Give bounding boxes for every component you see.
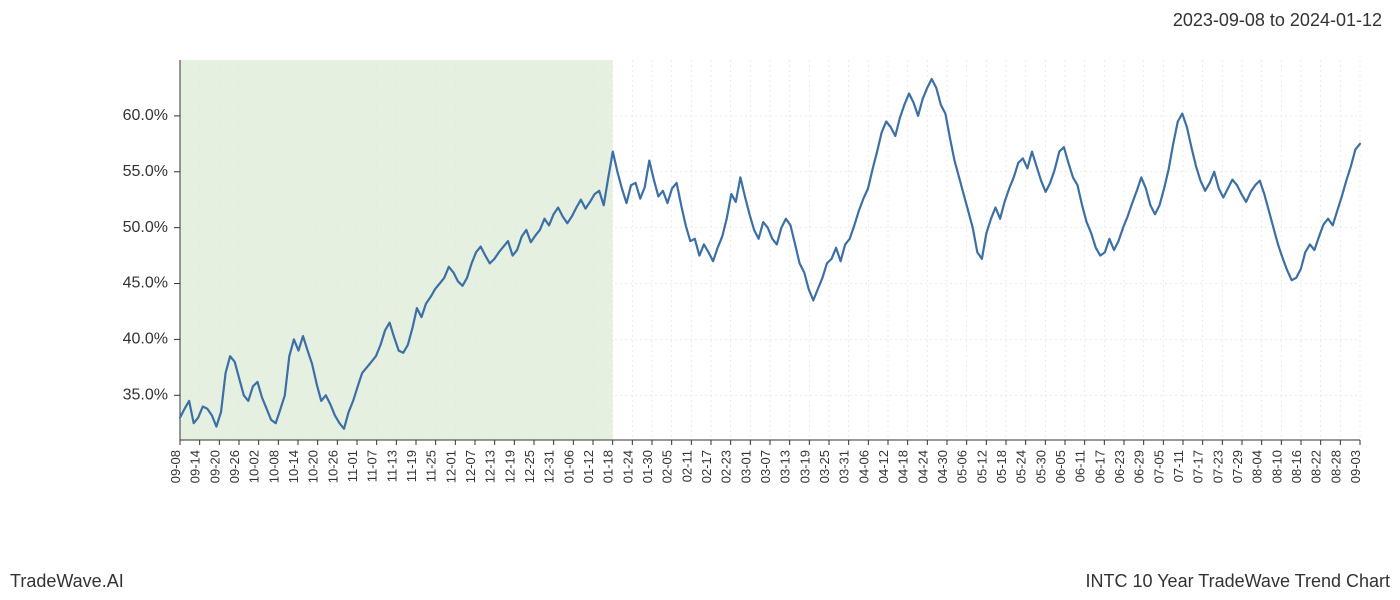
svg-text:55.0%: 55.0% [123,163,168,180]
svg-text:10-14: 10-14 [286,450,301,483]
svg-text:01-24: 01-24 [620,450,635,483]
svg-text:02-23: 02-23 [719,450,734,483]
svg-text:04-24: 04-24 [915,450,930,483]
svg-text:10-02: 10-02 [247,450,262,483]
svg-text:05-30: 05-30 [1033,450,1048,483]
svg-text:06-05: 06-05 [1053,450,1068,483]
svg-text:08-04: 08-04 [1250,450,1265,483]
svg-text:02-17: 02-17 [699,450,714,483]
svg-text:01-18: 01-18 [601,450,616,483]
svg-text:07-11: 07-11 [1171,450,1186,482]
svg-text:04-18: 04-18 [896,450,911,483]
svg-text:09-14: 09-14 [188,450,203,483]
svg-text:05-18: 05-18 [994,450,1009,483]
svg-text:09-20: 09-20 [207,450,222,483]
svg-text:10-26: 10-26 [325,450,340,483]
svg-text:03-25: 03-25 [817,450,832,483]
svg-text:06-17: 06-17 [1092,450,1107,483]
svg-text:12-25: 12-25 [522,450,537,483]
svg-text:50.0%: 50.0% [123,219,168,236]
svg-text:07-05: 07-05 [1151,450,1166,483]
svg-text:10-20: 10-20 [306,450,321,483]
svg-text:06-29: 06-29 [1132,450,1147,483]
svg-text:08-28: 08-28 [1328,450,1343,483]
trend-chart: 35.0% 40.0% 45.0% 50.0% 55.0% 60.0% 09-08 09-14… [0,40,1400,560]
date-range-label: 2023-09-08 to 2024-01-12 [1173,10,1382,31]
svg-text:07-29: 07-29 [1230,450,1245,483]
svg-text:12-31: 12-31 [542,450,557,483]
svg-text:05-24: 05-24 [1014,450,1029,483]
svg-text:03-13: 03-13 [778,450,793,483]
svg-text:40.0%: 40.0% [123,331,168,348]
svg-text:02-05: 02-05 [660,450,675,483]
svg-text:01-06: 01-06 [561,450,576,483]
svg-text:08-16: 08-16 [1289,450,1304,483]
svg-text:10-08: 10-08 [266,450,281,483]
svg-text:01-30: 01-30 [640,450,655,483]
svg-text:06-11: 06-11 [1073,450,1088,482]
svg-text:05-06: 05-06 [955,450,970,483]
svg-text:12-07: 12-07 [463,450,478,483]
svg-text:12-01: 12-01 [443,450,458,483]
svg-text:08-10: 08-10 [1269,450,1284,483]
svg-text:07-23: 07-23 [1210,450,1225,483]
svg-text:35.0%: 35.0% [123,387,168,404]
svg-text:04-30: 04-30 [935,450,950,483]
svg-text:11-07: 11-07 [365,450,380,482]
svg-text:09-08: 09-08 [168,450,183,483]
svg-text:04-06: 04-06 [856,450,871,483]
svg-text:11-19: 11-19 [404,450,419,482]
svg-text:04-12: 04-12 [876,450,891,483]
svg-text:03-31: 03-31 [837,450,852,483]
svg-text:03-19: 03-19 [797,450,812,483]
svg-text:03-01: 03-01 [738,450,753,483]
svg-text:03-07: 03-07 [758,450,773,483]
svg-text:12-19: 12-19 [502,450,517,483]
svg-text:06-23: 06-23 [1112,450,1127,483]
svg-text:01-12: 01-12 [581,450,596,483]
svg-text:02-11: 02-11 [679,450,694,482]
svg-text:09-26: 09-26 [227,450,242,483]
svg-text:45.0%: 45.0% [123,275,168,292]
svg-text:11-25: 11-25 [424,450,439,482]
chart-title: INTC 10 Year TradeWave Trend Chart [1086,571,1390,592]
svg-text:05-12: 05-12 [974,450,989,483]
svg-text:09-03: 09-03 [1348,450,1363,483]
svg-text:11-13: 11-13 [384,450,399,482]
svg-text:11-01: 11-01 [345,450,360,482]
svg-text:08-22: 08-22 [1309,450,1324,483]
svg-text:60.0%: 60.0% [123,107,168,124]
brand-label: TradeWave.AI [10,571,124,592]
svg-text:07-17: 07-17 [1191,450,1206,483]
svg-text:12-13: 12-13 [483,450,498,483]
